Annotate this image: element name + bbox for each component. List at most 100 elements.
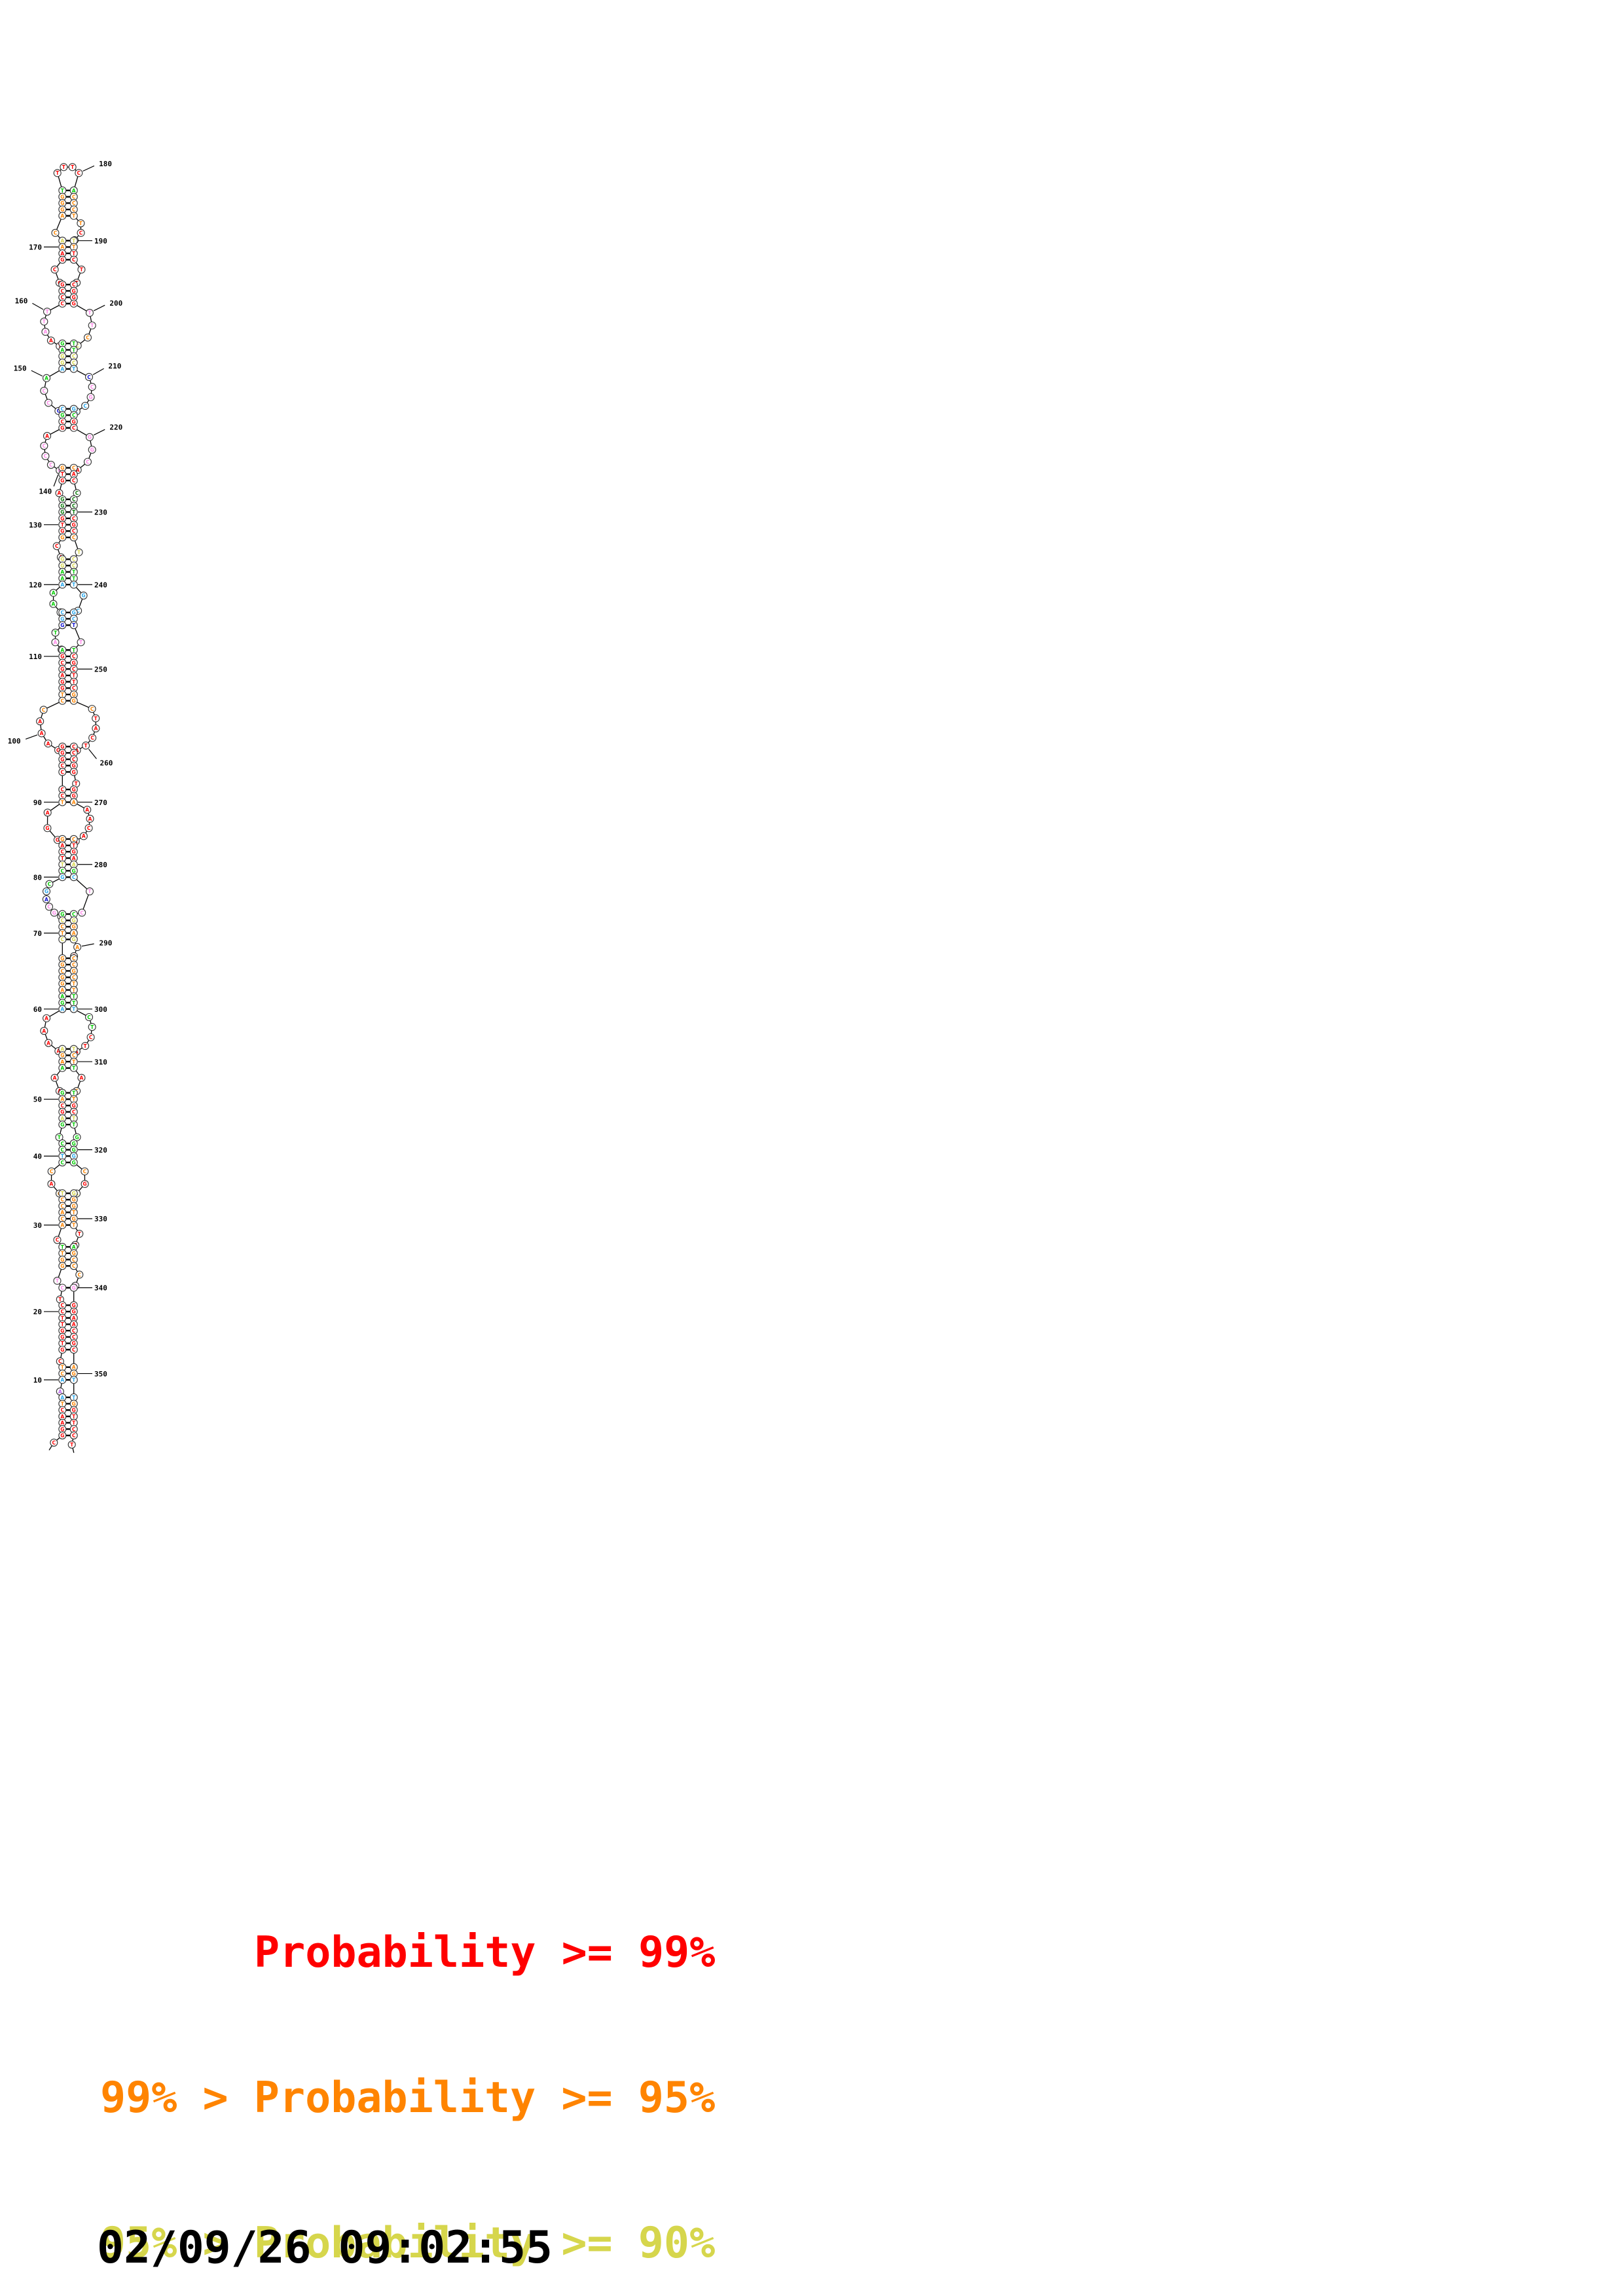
svg-text:T: T: [78, 1231, 82, 1237]
svg-text:G: G: [60, 360, 64, 366]
svg-text:A: A: [60, 1046, 64, 1052]
svg-text:A: A: [60, 1066, 64, 1071]
svg-text:G: G: [60, 465, 64, 471]
svg-text:G: G: [60, 412, 64, 418]
svg-text:C: C: [79, 230, 83, 236]
svg-text:C: C: [72, 1263, 76, 1269]
svg-text:G: G: [60, 956, 64, 961]
svg-text:T: T: [72, 1000, 76, 1006]
svg-text:330: 330: [94, 1215, 107, 1223]
svg-text:T: T: [72, 1006, 76, 1012]
svg-text:C: C: [72, 654, 76, 660]
svg-text:C: C: [61, 419, 65, 425]
svg-text:190: 190: [94, 237, 107, 245]
svg-text:280: 280: [94, 861, 107, 869]
svg-text:T: T: [61, 1365, 65, 1371]
svg-text:T: T: [72, 1122, 76, 1128]
svg-text:G: G: [60, 981, 64, 987]
svg-text:G: G: [72, 1285, 76, 1291]
svg-text:A: A: [60, 1096, 64, 1102]
svg-text:G: G: [60, 516, 64, 522]
svg-text:30: 30: [33, 1221, 42, 1230]
svg-text:C: C: [72, 200, 76, 206]
svg-text:T: T: [61, 692, 65, 698]
svg-text:G: G: [89, 395, 93, 401]
svg-text:G: G: [60, 1000, 64, 1006]
svg-text:C: C: [72, 911, 76, 917]
svg-text:G: G: [72, 301, 76, 307]
legend-row: Probability >= 99%: [100, 1929, 715, 1977]
svg-text:A: A: [72, 930, 76, 936]
svg-text:G: G: [72, 1191, 76, 1196]
svg-text:130: 130: [29, 521, 42, 529]
svg-text:G: G: [60, 874, 64, 880]
svg-text:A: A: [82, 833, 86, 839]
legend-row-label: 99% > Probability >= 95%: [100, 2073, 716, 2123]
svg-text:C: C: [61, 1197, 65, 1203]
svg-text:A: A: [46, 810, 50, 816]
svg-text:A: A: [45, 433, 49, 439]
svg-text:A: A: [45, 897, 48, 903]
svg-text:T: T: [72, 1223, 76, 1229]
svg-text:G: G: [72, 406, 76, 412]
svg-text:T: T: [61, 1321, 65, 1327]
svg-text:G: G: [82, 1181, 86, 1187]
svg-text:A: A: [94, 726, 98, 732]
svg-text:G: G: [60, 1433, 64, 1439]
svg-text:G: G: [72, 918, 76, 924]
svg-text:A: A: [60, 1420, 64, 1426]
svg-text:A: A: [72, 855, 76, 861]
svg-text:T: T: [61, 1153, 65, 1159]
svg-text:T: T: [72, 213, 76, 219]
svg-text:T: T: [90, 323, 94, 329]
svg-text:G: G: [60, 353, 64, 359]
svg-text:T: T: [58, 1297, 62, 1302]
svg-text:G: G: [75, 1134, 79, 1140]
svg-text:230: 230: [94, 508, 107, 516]
svg-text:C: C: [76, 343, 80, 349]
svg-text:A: A: [88, 816, 92, 822]
svg-text:C: C: [61, 1103, 65, 1109]
nucleotides: TTTCTAGCGCGCATCTCCATATATGCCCTTGCCGCGCGTT…: [36, 163, 100, 1449]
svg-text:140: 140: [39, 488, 52, 496]
svg-text:C: C: [83, 403, 87, 409]
svg-text:T: T: [61, 1340, 65, 1346]
svg-text:A: A: [72, 1244, 76, 1250]
svg-text:A: A: [56, 1049, 60, 1054]
svg-text:C: C: [72, 353, 76, 359]
svg-text:A: A: [72, 1321, 76, 1327]
svg-text:T: T: [54, 630, 58, 636]
svg-text:A: A: [46, 1040, 50, 1046]
svg-text:C: C: [75, 408, 79, 414]
svg-text:G: G: [72, 1407, 76, 1413]
svg-text:A: A: [72, 799, 76, 805]
svg-text:G: G: [60, 757, 64, 762]
svg-text:C: C: [61, 937, 65, 942]
svg-text:G: G: [60, 1328, 64, 1334]
svg-text:G: G: [72, 1197, 76, 1203]
svg-text:T: T: [72, 582, 76, 588]
svg-text:90: 90: [33, 798, 42, 807]
svg-text:G: G: [72, 868, 76, 874]
svg-text:C: C: [47, 904, 51, 910]
svg-text:C: C: [61, 1407, 65, 1413]
svg-text:T: T: [72, 987, 76, 993]
svg-text:C: C: [61, 301, 65, 307]
svg-text:C: C: [72, 1426, 76, 1432]
svg-text:C: C: [61, 763, 65, 769]
svg-text:T: T: [72, 244, 76, 250]
svg-text:C: C: [61, 868, 65, 874]
svg-text:C: C: [72, 516, 76, 522]
svg-text:C: C: [72, 257, 76, 263]
svg-text:A: A: [72, 471, 76, 477]
svg-text:G: G: [60, 528, 64, 534]
svg-text:80: 80: [33, 873, 42, 882]
svg-text:C: C: [61, 1141, 65, 1147]
svg-text:A: A: [53, 1075, 57, 1081]
svg-text:T: T: [72, 366, 76, 372]
svg-text:T: T: [72, 994, 76, 999]
svg-text:G: G: [72, 793, 76, 799]
svg-text:A: A: [58, 490, 62, 496]
svg-text:A: A: [60, 582, 64, 588]
svg-text:G: G: [60, 1263, 64, 1269]
